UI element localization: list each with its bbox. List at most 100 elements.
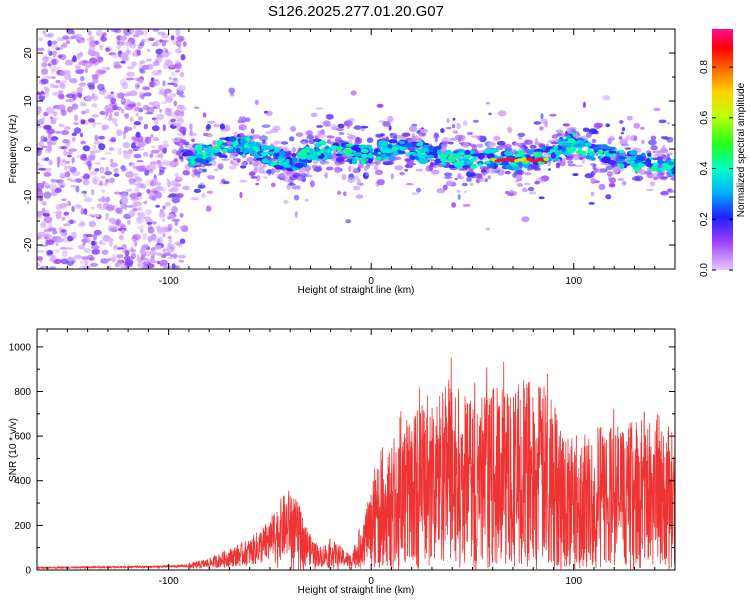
signal-blob [515, 169, 525, 176]
noise-blob [137, 116, 143, 121]
noise-blob [56, 156, 61, 164]
signal-blob [497, 169, 505, 176]
signal-blob [346, 132, 353, 136]
highlight-blob [595, 151, 601, 155]
noise-blob [122, 249, 131, 253]
signal-blob [562, 157, 566, 163]
noise-blob [151, 125, 160, 132]
signal-blob [420, 128, 429, 134]
core-blob [483, 148, 493, 154]
noise-blob [76, 86, 83, 94]
snr-y-label: SNR (10 * v/v) [8, 418, 19, 482]
signal-blob [456, 189, 461, 193]
noise-blob [46, 145, 52, 152]
signal-blob [363, 165, 368, 172]
noise-blob [88, 118, 95, 123]
noise-blob [49, 183, 57, 191]
noise-blob [157, 31, 166, 36]
noise-blob [174, 172, 179, 178]
noise-blob [44, 157, 50, 162]
noise-blob [173, 100, 178, 107]
signal-blob [366, 137, 374, 144]
signal-blob [379, 133, 386, 137]
noise-blob [155, 204, 160, 208]
signal-blob [254, 99, 259, 106]
signal-blob [539, 126, 544, 131]
signal-blob [277, 173, 283, 179]
signal-blob [648, 139, 657, 146]
core-blob [405, 142, 414, 146]
core-blob [425, 154, 435, 159]
noise-blob [64, 61, 73, 66]
signal-blob [495, 145, 504, 151]
signal-blob [310, 112, 318, 118]
core-blob [592, 146, 603, 151]
noise-blob [136, 261, 144, 268]
core-blob [369, 147, 374, 154]
noise-blob [41, 93, 45, 97]
noise-blob [163, 265, 172, 269]
noise-blob [97, 56, 104, 63]
core-blob [629, 155, 637, 162]
noise-blob [174, 63, 181, 68]
noise-blob [162, 218, 166, 223]
core-blob [439, 154, 447, 159]
noise-blob [44, 226, 53, 230]
core-blob [306, 158, 313, 164]
noise-blob [67, 165, 73, 170]
signal-blob [644, 171, 653, 175]
signal-blob [408, 162, 417, 166]
noise-blob [146, 189, 151, 194]
noise-blob [89, 170, 98, 176]
signal-blob [574, 164, 583, 168]
noise-blob [109, 147, 114, 151]
core-blob [487, 153, 495, 159]
noise-blob [91, 114, 100, 118]
noise-blob [51, 91, 61, 96]
noise-blob [172, 180, 178, 187]
noise-blob [37, 182, 45, 190]
highlight-blob [204, 148, 212, 152]
core-blob [300, 148, 309, 153]
highlight-blob [560, 142, 568, 146]
signal-blob [590, 191, 595, 196]
noise-blob [74, 37, 81, 40]
noise-blob [48, 222, 53, 229]
noise-blob [79, 132, 84, 138]
core-blob [378, 140, 388, 146]
noise-blob [38, 191, 44, 197]
noise-blob [136, 254, 140, 260]
signal-blob [551, 134, 559, 139]
noise-blob [64, 144, 69, 150]
core-blob [294, 162, 305, 169]
noise-blob [156, 113, 165, 121]
noise-blob [167, 195, 174, 198]
signal-blob [468, 168, 474, 174]
noise-blob [74, 204, 82, 209]
noise-blob [55, 79, 61, 84]
noise-blob [147, 235, 153, 243]
signal-blob [355, 194, 364, 199]
signal-blob [605, 165, 614, 170]
noise-blob [122, 141, 131, 149]
noise-blob [129, 116, 134, 123]
noise-blob [42, 30, 46, 35]
signal-blob [241, 161, 247, 166]
noise-blob [41, 207, 46, 214]
noise-blob [105, 178, 110, 184]
noise-blob [182, 41, 187, 47]
noise-blob [41, 68, 49, 76]
noise-blob [165, 144, 170, 147]
noise-blob [138, 78, 144, 84]
noise-blob [67, 200, 72, 207]
noise-blob [179, 94, 186, 98]
noise-blob [106, 107, 114, 113]
noise-blob [172, 253, 178, 259]
noise-blob [146, 221, 153, 225]
noise-blob [152, 236, 160, 243]
core-blob [650, 167, 658, 172]
noise-blob [52, 40, 58, 45]
noise-blob [144, 251, 151, 257]
noise-blob [47, 227, 57, 231]
